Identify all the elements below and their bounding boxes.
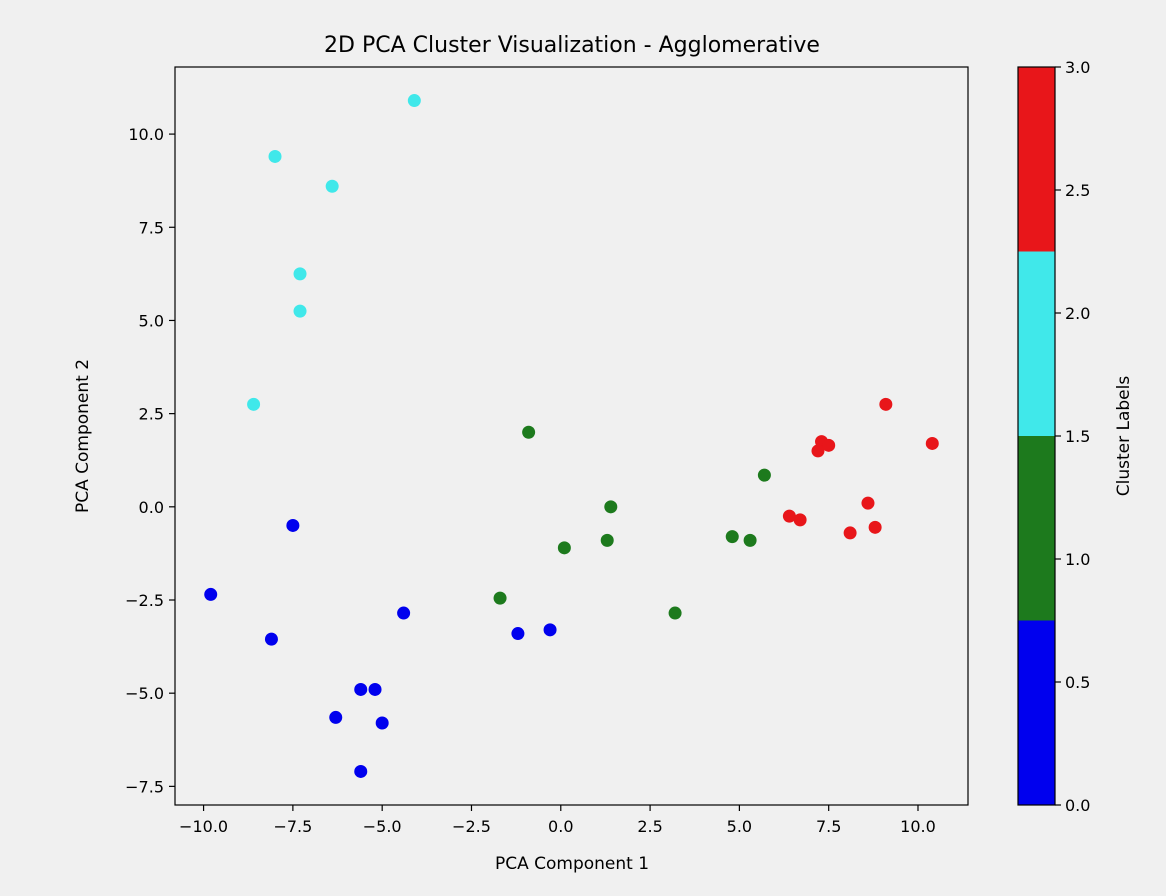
y-tick-label: 10.0 — [128, 125, 164, 144]
colorbar-tick-label: 0.0 — [1065, 796, 1090, 815]
data-point-cluster-2 — [407, 94, 421, 108]
colorbar-tick-label: 3.0 — [1065, 58, 1090, 77]
data-point-cluster-0 — [286, 518, 300, 532]
x-axis-ticks: −10.0 −7.5 −5.0 −2.5 0.0 2.5 5.0 7.5 10.0 — [179, 805, 936, 836]
data-point-cluster-1 — [600, 533, 614, 547]
data-point-cluster-1 — [743, 533, 757, 547]
x-tick-label: −2.5 — [452, 817, 491, 836]
scatter-points — [204, 94, 939, 778]
x-tick-label: 2.5 — [637, 817, 662, 836]
x-tick-label: 0.0 — [548, 817, 573, 836]
y-tick-label: −2.5 — [125, 591, 164, 610]
colorbar-band-3 — [1018, 67, 1055, 252]
colorbar-band-0 — [1018, 620, 1055, 805]
data-point-cluster-0 — [511, 627, 525, 641]
colorbar-band-1 — [1018, 436, 1055, 621]
x-tick-label: −5.0 — [363, 817, 402, 836]
data-point-cluster-0 — [543, 623, 557, 637]
plot-area — [174, 66, 969, 806]
data-point-cluster-0 — [204, 587, 218, 601]
data-point-cluster-2 — [325, 179, 339, 193]
y-tick-label: 5.0 — [139, 311, 164, 330]
colorbar-tick-label: 2.0 — [1065, 304, 1090, 323]
colorbar — [1018, 67, 1055, 805]
data-point-cluster-1 — [725, 530, 739, 544]
y-tick-label: −5.0 — [125, 684, 164, 703]
data-point-cluster-2 — [293, 304, 307, 318]
data-point-cluster-1 — [757, 468, 771, 482]
y-axis-ticks: −7.5 −5.0 −2.5 0.0 2.5 5.0 7.5 10.0 — [125, 125, 175, 796]
data-point-cluster-3 — [861, 496, 875, 510]
data-point-cluster-1 — [557, 541, 571, 555]
data-point-cluster-3 — [811, 444, 825, 458]
data-point-cluster-0 — [354, 682, 368, 696]
data-point-cluster-2 — [268, 149, 282, 163]
data-point-cluster-0 — [264, 632, 278, 646]
x-axis-label: PCA Component 1 — [495, 854, 649, 874]
x-tick-label: −10.0 — [179, 817, 228, 836]
y-tick-label: 7.5 — [139, 218, 164, 237]
colorbar-tick-label: 2.5 — [1065, 181, 1090, 200]
data-point-cluster-0 — [397, 606, 411, 620]
y-axis-label: PCA Component 2 — [73, 359, 93, 513]
colorbar-tick-label: 1.5 — [1065, 427, 1090, 446]
x-tick-label: 7.5 — [816, 817, 841, 836]
x-tick-label: 10.0 — [900, 817, 936, 836]
data-point-cluster-0 — [329, 710, 343, 724]
data-point-cluster-1 — [522, 425, 536, 439]
y-tick-label: −7.5 — [125, 777, 164, 796]
colorbar-band-2 — [1018, 251, 1055, 436]
data-point-cluster-1 — [604, 500, 618, 514]
colorbar-frame — [1017, 66, 1056, 806]
data-point-cluster-3 — [868, 520, 882, 534]
chart-title: 2D PCA Cluster Visualization - Agglomera… — [324, 33, 820, 58]
data-point-cluster-0 — [354, 764, 368, 778]
data-point-cluster-3 — [879, 397, 893, 411]
data-point-cluster-1 — [493, 591, 507, 605]
colorbar-tick-label: 0.5 — [1065, 673, 1090, 692]
x-tick-label: 5.0 — [727, 817, 752, 836]
data-point-cluster-3 — [925, 436, 939, 450]
y-tick-label: 0.0 — [139, 498, 164, 517]
data-point-cluster-0 — [368, 682, 382, 696]
data-point-cluster-3 — [843, 526, 857, 540]
data-point-cluster-3 — [793, 513, 807, 527]
data-point-cluster-2 — [293, 267, 307, 281]
colorbar-tick-label: 1.0 — [1065, 550, 1090, 569]
y-tick-label: 2.5 — [139, 405, 164, 424]
data-point-cluster-2 — [247, 397, 261, 411]
data-point-cluster-3 — [822, 438, 836, 452]
data-point-cluster-3 — [782, 509, 796, 523]
data-point-cluster-1 — [668, 606, 682, 620]
data-point-cluster-0 — [375, 716, 389, 730]
x-tick-label: −7.5 — [273, 817, 312, 836]
colorbar-label: Cluster Labels — [1114, 376, 1134, 497]
colorbar-ticks: 0.0 0.5 1.0 1.5 2.0 2.5 3.0 — [1055, 58, 1090, 815]
